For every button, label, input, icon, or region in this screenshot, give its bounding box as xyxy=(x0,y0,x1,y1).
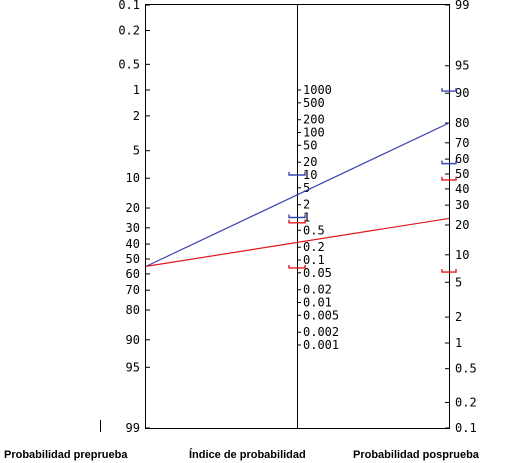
lr-tick-label-0_5: 0.5 xyxy=(303,223,325,237)
posttest-tick-label-60: 60 xyxy=(455,152,469,166)
red-lr-bracket-1 xyxy=(288,219,306,224)
lr-tick-label-0_02: 0.02 xyxy=(303,283,332,297)
pretest-tick-label-2: 2 xyxy=(133,109,140,123)
likelihood-ratio-axis-title: Índice de probabilidad xyxy=(189,448,306,461)
lr-tick-label-1000: 1000 xyxy=(303,83,332,97)
posttest-tick-label-30: 30 xyxy=(455,198,469,212)
lr-tick-label-0_005: 0.005 xyxy=(303,308,339,322)
pretest-tick-label-1: 1 xyxy=(133,83,140,97)
pretest-tick-label-0_1: 0.1 xyxy=(118,0,140,12)
blue-lr-bracket-1 xyxy=(288,172,306,176)
lr-tick-label-0_2: 0.2 xyxy=(303,240,325,254)
lr-tick-label-100: 100 xyxy=(303,126,325,140)
probability-lines xyxy=(145,88,457,273)
posttest-tick-label-1: 1 xyxy=(455,336,462,350)
lr-tick-label-0_01: 0.01 xyxy=(303,296,332,310)
lr-tick-label-0_001: 0.001 xyxy=(303,338,339,352)
blue-posttest-bracket-2 xyxy=(441,160,457,165)
posttest-tick-label-80: 80 xyxy=(455,116,469,130)
posttest-tick-label-70: 70 xyxy=(455,136,469,150)
posttest-tick-label-5: 5 xyxy=(455,275,462,289)
lr-tick-label-10: 10 xyxy=(303,168,317,182)
pretest-tick-label-0_5: 0.5 xyxy=(118,57,140,71)
lr-tick-label-2: 2 xyxy=(303,198,310,212)
posttest-tick-label-0_2: 0.2 xyxy=(455,395,477,409)
lr-tick-label-5: 5 xyxy=(303,181,310,195)
red-lr-bracket-2 xyxy=(288,264,306,269)
lr-tick-label-50: 50 xyxy=(303,138,317,152)
posttest-tick-label-10: 10 xyxy=(455,248,469,262)
posttest-tick-label-20: 20 xyxy=(455,218,469,232)
pretest-axis-title: Probabilidad preprueba xyxy=(4,449,128,461)
lr-tick-label-1: 1 xyxy=(303,211,310,225)
posttest-tick-label-90: 90 xyxy=(455,86,469,100)
pretest-tick-label-40: 40 xyxy=(126,237,140,251)
lr-tick-label-200: 200 xyxy=(303,113,325,127)
pretest-tick-label-10: 10 xyxy=(126,171,140,185)
pretest-tick-label-5: 5 xyxy=(133,144,140,158)
pretest-tick-label-20: 20 xyxy=(126,201,140,215)
posttest-tick-label-99: 99 xyxy=(455,0,469,12)
lr-tick-label-0_002: 0.002 xyxy=(303,325,339,339)
posttest-axis-title: Probabilidad posprueba xyxy=(353,449,480,461)
blue-probability-line xyxy=(145,122,450,267)
lr-tick-label-20: 20 xyxy=(303,155,317,169)
pretest-tick-label-60: 60 xyxy=(126,267,140,281)
red-probability-line xyxy=(145,217,450,267)
pretest-tick-label-50: 50 xyxy=(126,252,140,266)
pretest-tick-label-80: 80 xyxy=(126,303,140,317)
posttest-tick-label-2: 2 xyxy=(455,310,462,324)
pretest-tick-label-70: 70 xyxy=(126,283,140,297)
blue-lr-bracket-2 xyxy=(288,214,306,219)
posttest-tick-label-0_5: 0.5 xyxy=(455,362,477,376)
posttest-tick-label-40: 40 xyxy=(455,182,469,196)
pretest-tick-label-90: 90 xyxy=(126,333,140,347)
posttest-tick-label-0_1: 0.1 xyxy=(455,421,477,435)
pretest-tick-label-0_2: 0.2 xyxy=(118,24,140,38)
lr-tick-label-0_1: 0.1 xyxy=(303,253,325,267)
tick-layer xyxy=(146,4,449,429)
red-posttest-bracket-1 xyxy=(441,176,457,181)
tick-label-layer: 0.10.20.51251020304050607080909599100050… xyxy=(118,0,476,435)
lr-tick-label-500: 500 xyxy=(303,96,325,110)
blue-posttest-bracket-1 xyxy=(441,88,457,92)
pretest-tick-label-99: 99 xyxy=(126,421,140,435)
posttest-tick-label-95: 95 xyxy=(455,59,469,73)
pretest-tick-label-95: 95 xyxy=(126,360,140,374)
posttest-tick-label-50: 50 xyxy=(455,167,469,181)
pretest-tick-label-30: 30 xyxy=(126,221,140,235)
lr-tick-label-0_05: 0.05 xyxy=(303,266,332,280)
red-posttest-bracket-2 xyxy=(441,269,457,273)
